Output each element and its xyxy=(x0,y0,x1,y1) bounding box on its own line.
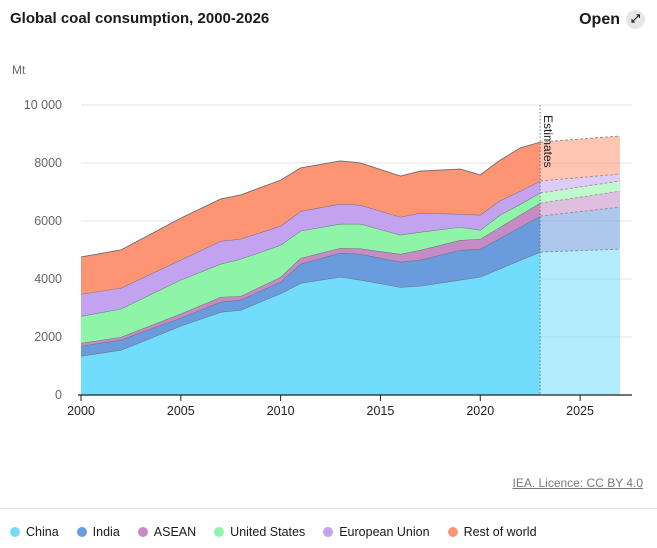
x-tick-label: 2020 xyxy=(466,404,494,418)
area-rest-of-world xyxy=(81,142,541,295)
line-rest-of-world xyxy=(80,141,541,258)
divider xyxy=(0,508,657,509)
legend-item[interactable]: India xyxy=(76,525,120,539)
area-asean xyxy=(81,203,541,346)
legend-swatch xyxy=(214,527,225,537)
legend-item[interactable]: China xyxy=(10,525,59,539)
legend-item[interactable]: European Union xyxy=(323,525,430,539)
legend-swatch xyxy=(137,527,148,537)
legend-swatch xyxy=(10,527,20,537)
area-estimate-european-union xyxy=(540,174,620,193)
legend-item[interactable]: Rest of world xyxy=(447,525,537,539)
chart-title: Global coal consumption, 2000-2026 xyxy=(10,10,270,27)
area-india xyxy=(81,216,541,356)
legend-label: ASEAN xyxy=(153,525,197,539)
legend-swatch xyxy=(76,527,87,537)
legend-label: India xyxy=(92,525,120,539)
legend-label: United States xyxy=(230,525,306,539)
legend-label: China xyxy=(26,525,59,539)
area-estimate-asean xyxy=(540,191,620,217)
y-tick-label: 6000 xyxy=(34,214,62,228)
area-estimate-united-states xyxy=(540,180,620,204)
legend-item[interactable]: ASEAN xyxy=(137,525,197,539)
x-tick-label: 2025 xyxy=(566,404,594,418)
legend-label: European Union xyxy=(339,525,430,539)
source-link[interactable]: IEA. Licence: CC BY 4.0 xyxy=(512,476,643,490)
x-tick-label: 2000 xyxy=(67,404,95,418)
open-button[interactable]: Open ⤢ xyxy=(579,10,645,29)
expand-icon: ⤢ xyxy=(626,10,645,29)
legend-swatch xyxy=(447,527,458,537)
x-tick-label: 2015 xyxy=(367,404,395,418)
legend-label: Rest of world xyxy=(463,525,537,539)
y-tick-label: 10 000 xyxy=(24,98,62,112)
y-axis-unit: Mt xyxy=(12,63,26,77)
x-tick-label: 2005 xyxy=(167,404,195,418)
y-tick-label: 4000 xyxy=(34,272,62,286)
x-tick-label: 2010 xyxy=(267,404,295,418)
y-tick-label: 8000 xyxy=(34,156,62,170)
y-tick-label: 0 xyxy=(55,388,62,402)
area-united-states xyxy=(81,192,541,344)
area-european-union xyxy=(81,180,541,317)
legend-swatch xyxy=(323,527,334,537)
open-label: Open xyxy=(579,10,620,28)
line-estimate-rest-of-world xyxy=(540,135,621,143)
area-estimate-india xyxy=(540,207,620,253)
area-estimate-china xyxy=(540,249,620,395)
legend-item[interactable]: United States xyxy=(214,525,305,539)
estimates-label: Estimates xyxy=(541,115,555,168)
area-china xyxy=(81,252,541,395)
area-estimate-rest-of-world xyxy=(540,136,620,181)
y-tick-label: 2000 xyxy=(34,330,62,344)
legend: China India ASEAN United States European Uni… xyxy=(10,525,537,539)
